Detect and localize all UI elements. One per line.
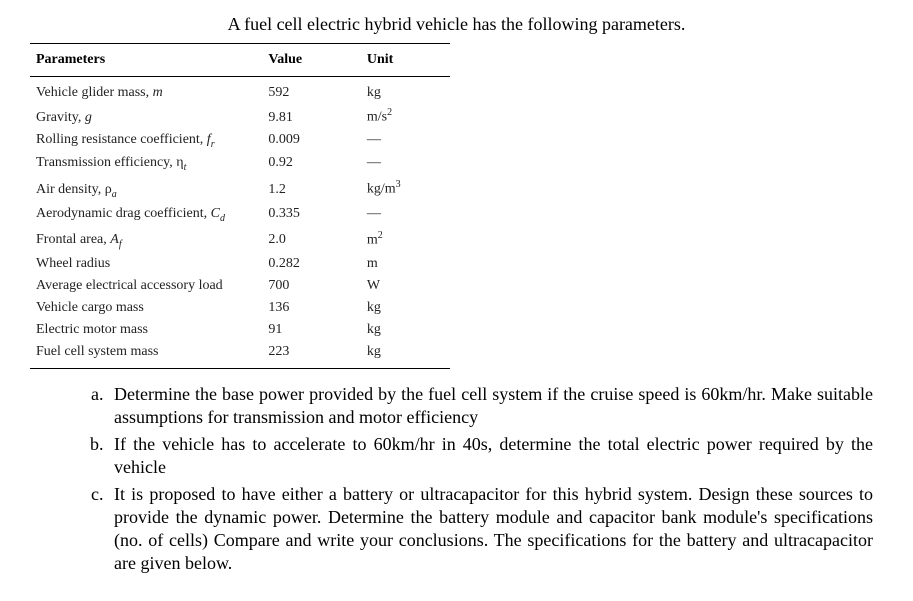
cell-parameter: Frontal area, Af	[30, 227, 262, 253]
cell-value: 592	[262, 77, 360, 105]
cell-parameter: Vehicle cargo mass	[30, 297, 262, 319]
questions-block: Determine the base power provided by the…	[40, 383, 873, 575]
table-row: Fuel cell system mass223kg	[30, 341, 450, 369]
parameters-table-wrap: Parameters Value Unit Vehicle glider mas…	[40, 43, 873, 369]
cell-unit: —	[361, 152, 450, 176]
cell-value: 9.81	[262, 104, 360, 129]
cell-parameter: Gravity, g	[30, 104, 262, 129]
cell-unit: kg	[361, 77, 450, 105]
question-b: If the vehicle has to accelerate to 60km…	[108, 433, 873, 479]
cell-parameter: Wheel radius	[30, 253, 262, 275]
cell-parameter: Electric motor mass	[30, 319, 262, 341]
table-row: Electric motor mass91kg	[30, 319, 450, 341]
cell-unit: —	[361, 203, 450, 227]
table-row: Wheel radius0.282m	[30, 253, 450, 275]
cell-unit: kg/m3	[361, 176, 450, 202]
cell-unit: m	[361, 253, 450, 275]
cell-value: 223	[262, 341, 360, 369]
cell-unit: kg	[361, 297, 450, 319]
cell-parameter: Average electrical accessory load	[30, 275, 262, 297]
cell-value: 0.92	[262, 152, 360, 176]
cell-unit: W	[361, 275, 450, 297]
cell-value: 2.0	[262, 227, 360, 253]
cell-parameter: Vehicle glider mass, m	[30, 77, 262, 105]
table-row: Vehicle glider mass, m592kg	[30, 77, 450, 105]
cell-parameter: Fuel cell system mass	[30, 341, 262, 369]
parameters-table: Parameters Value Unit Vehicle glider mas…	[30, 43, 450, 369]
table-row: Vehicle cargo mass136kg	[30, 297, 450, 319]
table-row: Average electrical accessory load700W	[30, 275, 450, 297]
table-header-row: Parameters Value Unit	[30, 44, 450, 77]
col-header-unit: Unit	[361, 44, 450, 77]
cell-parameter: Rolling resistance coefficient, fr	[30, 129, 262, 153]
table-row: Rolling resistance coefficient, fr0.009—	[30, 129, 450, 153]
page-title: A fuel cell electric hybrid vehicle has …	[40, 14, 873, 35]
cell-parameter: Air density, ρa	[30, 176, 262, 202]
cell-value: 0.009	[262, 129, 360, 153]
cell-value: 0.335	[262, 203, 360, 227]
cell-parameter: Aerodynamic drag coefficient, Cd	[30, 203, 262, 227]
cell-value: 0.282	[262, 253, 360, 275]
cell-value: 91	[262, 319, 360, 341]
cell-value: 1.2	[262, 176, 360, 202]
question-a: Determine the base power provided by the…	[108, 383, 873, 429]
cell-parameter: Transmission efficiency, ηt	[30, 152, 262, 176]
col-header-parameters: Parameters	[30, 44, 262, 77]
cell-unit: m/s2	[361, 104, 450, 129]
table-row: Transmission efficiency, ηt0.92—	[30, 152, 450, 176]
page: A fuel cell electric hybrid vehicle has …	[0, 0, 913, 589]
cell-value: 136	[262, 297, 360, 319]
table-row: Aerodynamic drag coefficient, Cd0.335—	[30, 203, 450, 227]
cell-unit: kg	[361, 319, 450, 341]
question-c: It is proposed to have either a battery …	[108, 483, 873, 575]
table-row: Frontal area, Af2.0m2	[30, 227, 450, 253]
col-header-value: Value	[262, 44, 360, 77]
cell-unit: —	[361, 129, 450, 153]
table-row: Air density, ρa1.2kg/m3	[30, 176, 450, 202]
cell-unit: m2	[361, 227, 450, 253]
cell-unit: kg	[361, 341, 450, 369]
parameters-table-body: Vehicle glider mass, m592kgGravity, g9.8…	[30, 77, 450, 369]
table-row: Gravity, g9.81m/s2	[30, 104, 450, 129]
cell-value: 700	[262, 275, 360, 297]
